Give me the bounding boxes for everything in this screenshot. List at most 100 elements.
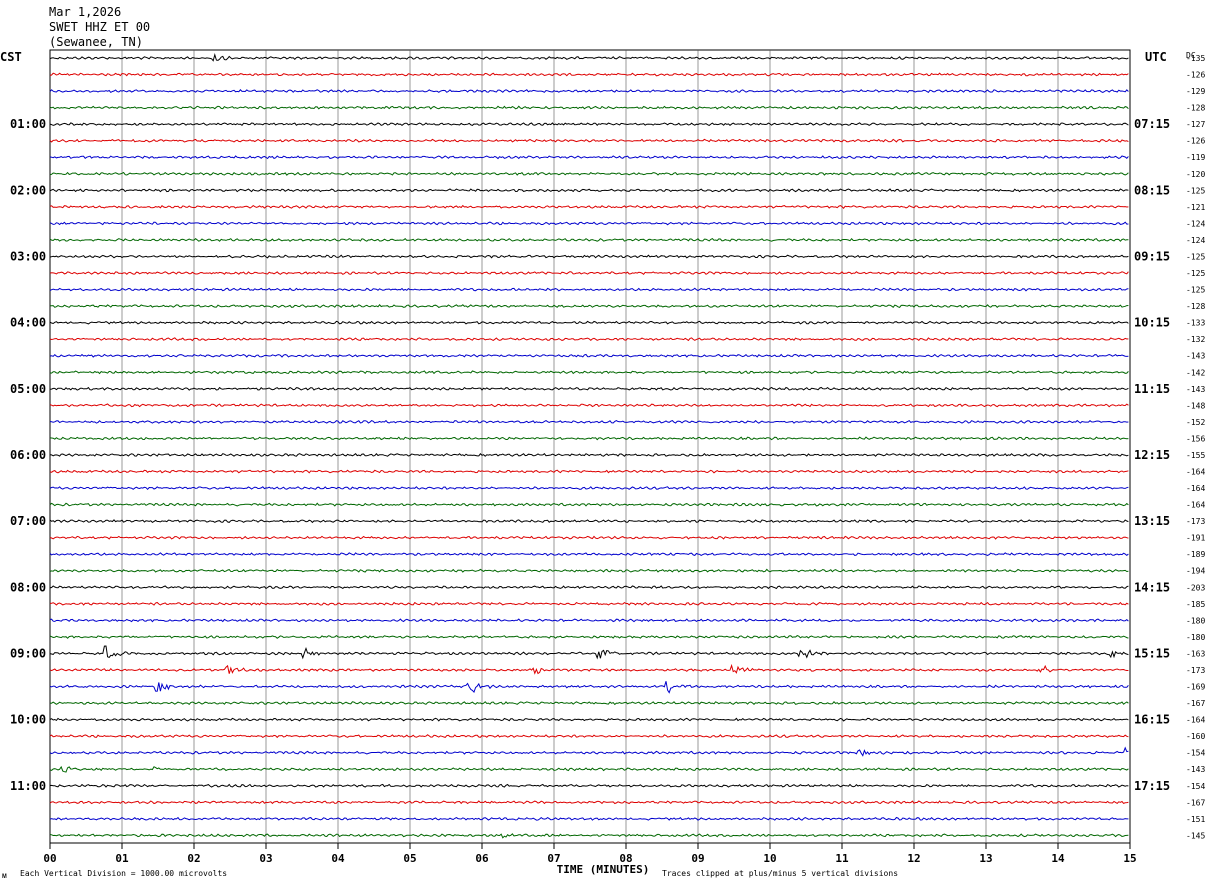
trace-line: [49, 337, 1129, 342]
x-tick-label: 03: [259, 852, 272, 865]
dc-offset-label: -143: [1186, 765, 1205, 774]
dc-offset-label: -185: [1186, 600, 1205, 609]
dc-offset-label: -125: [1186, 252, 1205, 261]
trace-line: [49, 254, 1129, 259]
dc-offset-label: -135: [1186, 54, 1205, 63]
dc-offset-label: -164: [1186, 716, 1205, 725]
trace-line: [49, 800, 1129, 805]
utc-hour-label: 15:15: [1134, 646, 1170, 660]
cst-hour-label: 09:00: [10, 646, 46, 660]
x-tick-label: 14: [1051, 852, 1065, 865]
trace-line: [49, 645, 1129, 660]
dc-offset-label: -203: [1186, 583, 1205, 592]
dc-offset-label: -129: [1186, 87, 1205, 96]
x-tick-label: 08: [619, 852, 632, 865]
x-tick-label: 02: [187, 852, 200, 865]
trace-line: [49, 634, 1129, 639]
cst-hour-label: 02:00: [10, 183, 46, 197]
utc-hour-label: 11:15: [1134, 382, 1170, 396]
dc-offset-label: -132: [1186, 335, 1205, 344]
dc-offset-label: -164: [1186, 484, 1205, 493]
dc-offset-label: -156: [1186, 434, 1205, 443]
dc-offset-label: -143: [1186, 352, 1205, 361]
cst-axis-label: CST: [0, 50, 22, 64]
trace-line: [49, 72, 1129, 77]
x-tick-label: 01: [115, 852, 129, 865]
dc-offset-label: -126: [1186, 71, 1205, 80]
trace-line: [49, 221, 1129, 226]
trace-line: [49, 237, 1129, 242]
trace-line: [49, 568, 1129, 573]
dc-offset-label: -189: [1186, 550, 1205, 559]
trace-line: [49, 188, 1129, 193]
trace-line: [49, 320, 1129, 325]
x-tick-label: 04: [331, 852, 345, 865]
trace-line: [49, 552, 1129, 557]
dc-offset-label: -194: [1186, 567, 1205, 576]
trace-line: [49, 403, 1129, 408]
dc-offset-label: -163: [1186, 649, 1205, 658]
cst-hour-label: 03:00: [10, 249, 46, 263]
plot-frame: [49, 49, 1131, 844]
trace-line: [49, 701, 1129, 706]
trace-line: [49, 370, 1129, 375]
trace-line: [49, 734, 1129, 739]
trace-line: [49, 353, 1129, 358]
dc-offset-label: -155: [1186, 451, 1205, 460]
trace-line: [49, 663, 1129, 675]
dc-offset-label: -180: [1186, 633, 1205, 642]
utc-hour-label: 09:15: [1134, 249, 1170, 263]
trace-line: [49, 386, 1129, 391]
cst-hour-label: 01:00: [10, 117, 46, 131]
dc-offset-label: -191: [1186, 534, 1205, 543]
scale-note: Each Vertical Division = 1000.00 microvo…: [20, 869, 227, 878]
trace-line: [49, 618, 1129, 623]
location-label: (Sewanee, TN): [49, 35, 143, 49]
trace-line: [49, 601, 1129, 606]
dc-offset-label: -119: [1186, 153, 1205, 162]
cst-hour-label: 08:00: [10, 580, 46, 594]
date-label: Mar 1,2026: [49, 5, 121, 19]
x-tick-label: 13: [979, 852, 992, 865]
trace-line: [49, 89, 1129, 94]
x-tick-label: 11: [835, 852, 849, 865]
utc-hour-label: 10:15: [1134, 316, 1170, 330]
dc-offset-label: -126: [1186, 137, 1205, 146]
minute-grid: [121, 50, 1059, 843]
x-tick-label: 10: [763, 852, 776, 865]
dc-offset-label: -142: [1186, 368, 1205, 377]
clip-note: Traces clipped at plus/minus 5 vertical …: [662, 869, 898, 878]
utc-hour-label: 07:15: [1134, 117, 1170, 131]
x-tick-label: 15: [1123, 852, 1136, 865]
x-tick-label: 12: [907, 852, 920, 865]
trace-line: [49, 746, 1129, 757]
trace-line: [49, 155, 1129, 160]
x-tick-label: 09: [691, 852, 704, 865]
cst-hour-label: 10:00: [10, 713, 46, 727]
x-tick-label: 06: [475, 852, 489, 865]
dc-offset-label: -128: [1186, 302, 1205, 311]
dc-offset-label: -173: [1186, 666, 1205, 675]
dc-offset-label: -169: [1186, 683, 1205, 692]
trace-line: [49, 833, 1129, 839]
dc-offset-label: -128: [1186, 104, 1205, 113]
dc-offset-label: -148: [1186, 401, 1205, 410]
cst-hour-label: 06:00: [10, 448, 46, 462]
utc-hour-label: 16:15: [1134, 713, 1170, 727]
cst-hour-label: 04:00: [10, 316, 46, 330]
utc-hour-label: 17:15: [1134, 779, 1170, 793]
dc-offset-label: -125: [1186, 286, 1205, 295]
dc-offset-label: -121: [1186, 203, 1205, 212]
cst-hour-label: 11:00: [10, 779, 46, 793]
dc-offset-label: -133: [1186, 319, 1205, 328]
header: Mar 1,2026 SWET HHZ ET 00 (Sewanee, TN): [49, 5, 150, 49]
x-tick-label: 00: [43, 852, 56, 865]
dc-offset-label: -127: [1186, 120, 1205, 129]
trace-line: [49, 765, 1129, 773]
trace-line: [49, 783, 1129, 788]
dc-offset-label: -120: [1186, 170, 1205, 179]
trace-line: [49, 452, 1129, 457]
x-tick-labels: 00 01 02 03 04 05 06 07 08 09 10 11 12 13 14 15: [43, 843, 1137, 865]
trace-line: [49, 486, 1129, 491]
